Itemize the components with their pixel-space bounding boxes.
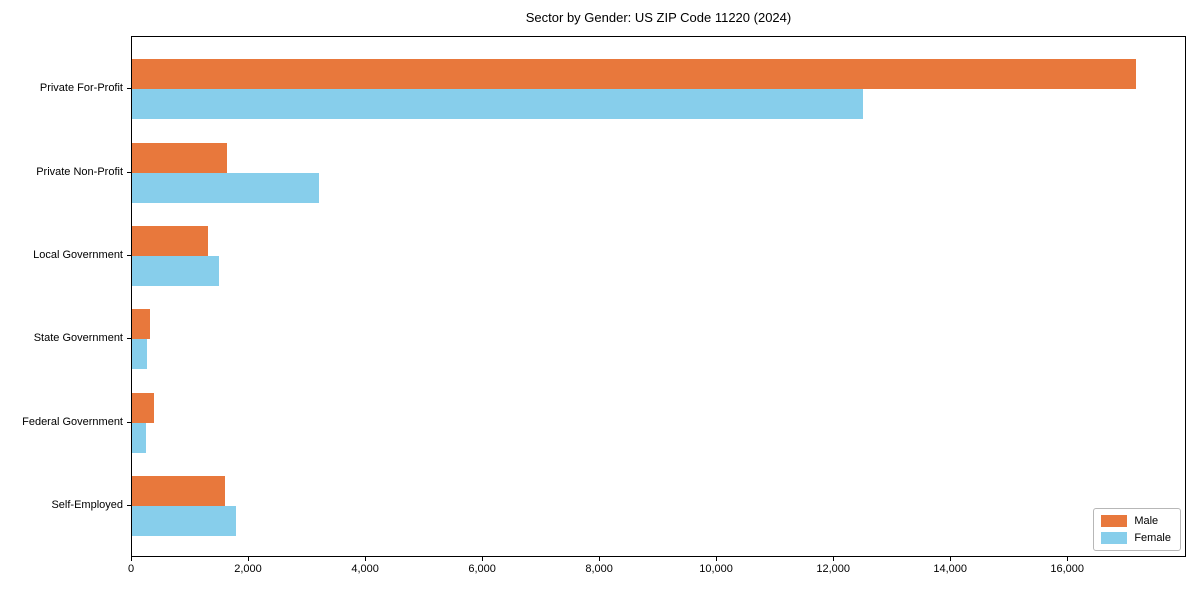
- legend-label-female: Female: [1134, 532, 1171, 544]
- male-swatch: [1101, 515, 1128, 527]
- female-swatch: [1101, 532, 1128, 544]
- y-tick-label: Private Non-Profit: [36, 165, 123, 178]
- bar-male-private-non-profit: [132, 142, 227, 173]
- bar-female-state-government: [132, 339, 147, 370]
- y-tick-mark: [127, 421, 131, 423]
- y-tick-mark: [127, 338, 131, 340]
- x-tick-label: 6,000: [468, 563, 496, 575]
- bar-male-federal-government: [132, 392, 154, 423]
- bar-female-private-non-profit: [132, 172, 319, 203]
- x-tick-mark: [716, 557, 718, 561]
- x-tick-label: 16,000: [1050, 563, 1085, 575]
- x-tick-mark: [248, 557, 249, 561]
- y-tick-label: Private For-Profit: [39, 82, 123, 95]
- bar-female-self-employed: [132, 505, 236, 536]
- bar-male-private-for-profit: [132, 59, 1136, 90]
- bar-male-local-government: [132, 225, 209, 256]
- x-tick-label: 4,000: [351, 563, 379, 575]
- bar-male-state-government: [132, 309, 150, 340]
- y-tick-mark: [127, 88, 131, 90]
- x-tick-mark: [950, 557, 952, 561]
- y-tick-label: State Government: [33, 332, 123, 345]
- legend-label-male: Male: [1134, 515, 1159, 527]
- x-tick-mark: [482, 557, 484, 561]
- x-tick-label: 2,000: [234, 563, 262, 575]
- y-tick-mark: [127, 171, 131, 173]
- bar-female-federal-government: [132, 422, 146, 453]
- bar-male-self-employed: [132, 475, 225, 506]
- x-tick-mark: [1067, 557, 1069, 561]
- legend: Male Female: [1093, 508, 1181, 551]
- bar-female-private-for-profit: [132, 89, 863, 120]
- x-tick-label: 14,000: [933, 563, 968, 575]
- x-tick-label: 8,000: [585, 563, 613, 575]
- plot-area: Male Female: [131, 36, 1186, 557]
- x-tick-label: 0: [127, 563, 135, 575]
- bar-female-local-government: [132, 255, 219, 286]
- legend-item-male: Male: [1101, 515, 1171, 527]
- y-tick-label: Federal Government: [22, 415, 123, 428]
- chart-title: Sector by Gender: US ZIP Code 11220 (202…: [525, 10, 792, 25]
- y-tick-mark: [127, 254, 131, 256]
- x-tick-label: 12,000: [816, 563, 851, 575]
- legend-item-female: Female: [1101, 532, 1171, 544]
- x-tick-mark: [833, 557, 835, 561]
- y-tick-label: Self-Employed: [51, 498, 123, 511]
- x-tick-mark: [131, 557, 132, 561]
- x-tick-mark: [599, 557, 601, 561]
- y-tick-mark: [127, 504, 131, 506]
- y-tick-label: Local Government: [33, 248, 123, 261]
- x-tick-mark: [365, 557, 367, 561]
- x-tick-label: 10,000: [699, 563, 733, 575]
